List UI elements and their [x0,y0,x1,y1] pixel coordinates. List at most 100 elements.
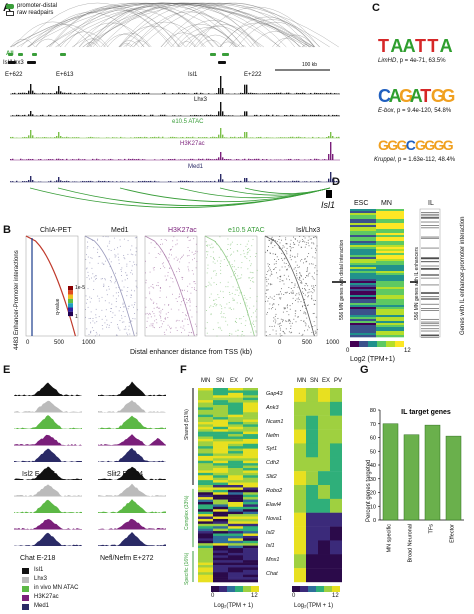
heat-cell-mn [376,247,404,250]
heatmap-dot [283,308,285,310]
track-signal [132,158,134,160]
heatmap-dot [292,291,294,293]
heatmap-dot [97,239,98,241]
heat-cell [198,499,213,503]
track-signal [76,115,78,116]
track-signal [320,93,322,94]
track-signal [146,137,148,138]
track-signal [210,159,212,160]
heat-cell [213,431,228,435]
interaction-arc [220,16,315,48]
heatmap-dot [280,325,282,326]
heat-cell [213,470,228,474]
heatmap-dot [91,257,93,259]
heatmap-dot [153,307,155,309]
track-signal [12,93,14,94]
heatmap-dot [146,320,148,322]
heatmap-dot [310,291,312,293]
heat-cell [213,409,228,413]
track-signal [260,115,262,116]
heatmap-dot [118,263,120,264]
heat-cell [243,531,258,534]
heatmap-dot [229,261,231,263]
g-y-tick-label: 70 [370,422,376,428]
heatmap-dot [187,324,189,325]
track-signal [138,92,140,94]
track-signal [28,158,30,160]
track-signal [256,137,258,138]
heatmap-dot [103,283,105,285]
heatmap-dot [304,289,306,290]
heatmap-dot [282,321,283,323]
heatmap-dot [221,316,223,318]
heat-cell [198,565,213,568]
heatmap-dot [107,245,109,247]
heat-cell [228,434,243,437]
heatmap-dot [290,239,292,241]
heatmap-dot [103,285,105,287]
heatmap-dot [266,313,268,315]
track-signal [216,114,218,116]
heatmap-dot [290,247,292,249]
track-signal [28,135,30,138]
f-cbar-label: Log₂(TPM + 1) [214,603,254,609]
track-signal [254,158,256,160]
heatmap-dot [207,267,209,269]
heat-cell [228,533,243,537]
track-signal [90,115,92,116]
heat-cell [243,579,258,583]
heat-cell [213,523,228,527]
track-signal [84,181,86,182]
il-tick [421,275,439,277]
gene-cell [330,568,342,583]
track-signal [162,136,164,138]
heatmap-dot [115,301,117,302]
track-signal [176,137,178,138]
track-signal [292,136,294,138]
track-signal [72,137,74,138]
track-signal [60,114,62,116]
heatmap-dot [123,306,125,308]
track-signal [94,93,96,94]
track-signal [218,88,220,94]
track-signal [154,180,156,182]
heatmap-dot [295,270,297,272]
heatmap-dot [240,267,242,269]
track-signal [328,154,330,160]
heatmap-dot [236,322,238,323]
heatmap-dot [216,260,218,262]
track-signal [276,92,278,94]
heatmap-dot [206,244,207,246]
heatmap-dot [266,285,268,287]
heatmap-dot [134,237,136,239]
track-signal [128,158,130,160]
track-signal [196,115,198,116]
heatmap-dot [303,236,305,237]
track-signal [252,92,254,94]
heatmap-dot [304,330,305,332]
heatmap-dot [152,322,154,324]
heat-cell [243,460,258,464]
heat-cell [198,468,213,471]
heatmap-dot [151,325,153,327]
track-signal [48,181,50,182]
locus-chat: Chat E-218 [20,555,56,562]
track-signal [112,137,114,138]
heatmap-dot [121,315,122,317]
track-signal [124,93,126,94]
heatmap-dot [220,290,221,292]
heatmap-dot [163,331,165,333]
track-signal [24,181,26,182]
track-signal [262,93,264,94]
heat-cell [198,577,213,580]
track-signal [200,92,202,94]
heatmap-dot [154,246,156,248]
heat-cell-esc [350,247,376,250]
gene-cell [330,415,342,430]
heatmap-dot [189,239,191,241]
gene-cell [318,554,330,569]
heatmap-dot [234,321,236,323]
heatmap-dot [132,254,134,256]
track-signal [28,90,30,94]
track-signal [64,92,66,94]
